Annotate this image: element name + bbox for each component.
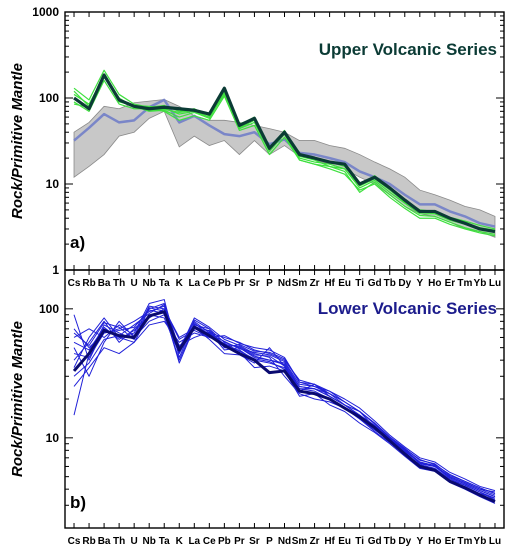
x-tick-label: Hf [324,536,335,547]
y-tick-label: 10 [46,177,60,191]
x-tick-label: Gd [368,536,382,547]
panel-upper-volcanic: Cs Rb Ba Th U Nb Ta K La Ce Pb Pr Sr P Nd Sm Zr Hf Eu Ti Gd T… [9,5,505,289]
x-tick-label: Y [416,278,423,289]
x-tick-label: Eu [338,278,351,289]
x-tick-label: Eu [338,536,351,547]
series-line-9 [73,309,496,496]
x-tick-label: Nd [278,278,291,289]
plot-area [72,299,496,504]
x-tick-label: P [266,536,273,547]
series-line-12 [73,307,496,498]
x-tick-label: Er [445,536,456,547]
x-tick-label: Rb [82,536,95,547]
series-line-5 [73,320,496,492]
panel-lower-volcanic: Cs Rb Ba Th U Nb Ta K La Ce Pb Pr Sr P Nd Sm Zr Hf Eu Ti Gd T… [9,269,505,547]
x-tick-label: U [131,278,138,289]
x-tick-label: Dy [398,278,411,289]
x-tick-label: La [188,536,200,547]
x-tick-label: Er [445,278,456,289]
series-title: Upper Volcanic Series [319,40,497,59]
x-tick-label: Pb [218,278,231,289]
x-tick-label: Zr [310,536,320,547]
x-tick-label: Dy [398,536,411,547]
x-tick-label: Sr [249,278,260,289]
x-tick-label: Y [416,536,423,547]
x-tick-label: Pr [234,536,245,547]
x-tick-label: Tb [384,278,396,289]
x-tick-label: Yb [474,536,487,547]
x-tick-label: Yb [474,278,487,289]
x-tick-label: Ta [159,536,170,547]
x-tick-label: Ba [98,278,111,289]
y-tick-label: 10 [46,431,60,445]
y-tick-label: 100 [39,302,59,316]
panel-label: a) [70,233,85,252]
series-title: Lower Volcanic Series [318,299,497,318]
x-tick-label: Cs [68,278,81,289]
x-tick-label: Zr [310,278,320,289]
y-tick-label: 1000 [32,5,59,19]
x-tick-label: Ba [98,536,111,547]
y-tick-label: 1 [52,263,59,277]
x-tick-label: K [176,536,184,547]
series-line-1 [73,98,496,228]
x-tick-label: Ta [159,278,170,289]
x-tick-label: Sm [292,278,308,289]
x-tick-label: Pr [234,278,245,289]
range-band [73,99,496,238]
x-tick-label: Ho [428,536,441,547]
series-line-7 [73,73,496,234]
x-tick-label: Gd [368,278,382,289]
x-tick-label: Th [113,278,125,289]
x-tick-label: Ho [428,278,441,289]
x-tick-label: Sr [249,536,260,547]
x-tick-label: P [266,278,273,289]
y-axis-label: Rock/Primitive Mantle [9,63,26,219]
x-tick-label: Rb [82,278,95,289]
series-line-8 [73,314,496,499]
x-tick-label: Ti [355,536,364,547]
x-tick-label: Ti [355,278,364,289]
x-tick-label: Tb [384,536,396,547]
x-tick-label: Th [113,536,125,547]
x-tick-label: Nb [143,536,156,547]
y-axis-label: Rock/Primitive Mantle [9,321,26,477]
y-tick-label: 100 [39,91,59,105]
x-tick-label: Hf [324,278,335,289]
x-tick-label: Sm [292,536,308,547]
panel-label: b) [70,493,86,512]
plot-area [73,69,496,238]
x-tick-label: Lu [489,536,501,547]
x-tick-label: Tm [457,278,472,289]
x-tick-label: Ce [203,278,216,289]
series-line-13 [72,310,496,504]
x-tick-label: K [176,278,184,289]
x-tick-label: Tm [457,536,472,547]
x-tick-label: La [188,278,200,289]
x-tick-label: Cs [68,536,81,547]
x-tick-label: Ce [203,536,216,547]
x-tick-label: Pb [218,536,231,547]
x-tick-label: Nd [278,536,291,547]
x-tick-label: U [131,536,138,547]
x-tick-label: Lu [489,278,501,289]
x-tick-label: Nb [143,278,156,289]
